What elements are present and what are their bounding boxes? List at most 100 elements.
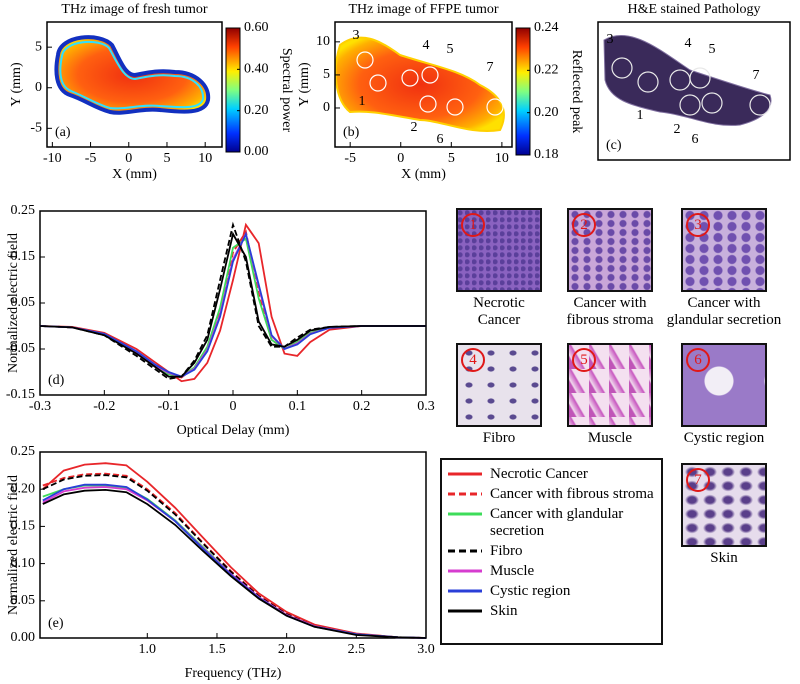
y-tick-label: 0.25 (11, 203, 36, 218)
series-line (39, 231, 426, 378)
legend-entry: Necrotic Cancer (448, 466, 655, 483)
colorbar-tick-label: 0.40 (244, 62, 269, 77)
panel-label: (a) (55, 125, 71, 140)
y-tick-label: 5 (35, 39, 42, 54)
panel-label: (b) (343, 125, 360, 140)
region-label: 7 (487, 60, 494, 75)
x-tick-label: 10 (198, 151, 212, 166)
legend-text: Skin (490, 603, 518, 619)
legend-text: Cystic region (490, 583, 571, 599)
y-tick-label: 0 (323, 100, 330, 115)
caption-line: Cancer with (573, 295, 647, 311)
region-label: 2 (674, 122, 681, 137)
legend-text: Fibro (490, 543, 523, 559)
panel-title: H&E stained Pathology (628, 2, 761, 17)
series-line (42, 474, 427, 639)
tumor-image-b (334, 36, 505, 132)
region-number: 5 (572, 348, 596, 372)
x-tick-label: 1.5 (208, 642, 226, 657)
y-tick-label: 0.05 (11, 295, 36, 310)
tumor-image-a (54, 35, 211, 115)
legend-text: Cancer with fibrous stroma (490, 486, 654, 502)
colorbar-tick-label: 0.20 (244, 103, 269, 118)
panel-title: THz image of fresh tumor (61, 2, 208, 17)
region-marker (369, 74, 387, 92)
colorbar-tick-label: 0.00 (244, 144, 269, 159)
x-axis-label: X (mm) (112, 167, 157, 182)
x-tick-label: -5 (85, 151, 97, 166)
y-tick-label: 0.10 (11, 556, 36, 571)
region-marker (446, 98, 464, 116)
plot-frame (334, 21, 513, 148)
caption-line: Muscle (587, 430, 633, 446)
legend-swatch (448, 609, 482, 613)
legend-entry: Muscle (448, 563, 655, 580)
legend-entry: Skin (448, 603, 655, 620)
y-axis-label: Y (mm) (9, 62, 24, 107)
region-label: 4 (423, 38, 430, 53)
y-tick-label: 0.20 (11, 481, 36, 496)
colorbar (515, 27, 531, 156)
histology-image: 2 (567, 208, 653, 292)
x-tick-label: 0 (125, 151, 132, 166)
region-label: 3 (353, 28, 360, 43)
series-line (42, 483, 427, 639)
histology-image: 4 (456, 343, 542, 427)
x-tick-label: 0.1 (289, 399, 307, 414)
panel-label: (e) (48, 616, 64, 631)
x-axis-label: X (mm) (401, 167, 446, 182)
region-label: 7 (753, 68, 760, 83)
histology-image: 7 (681, 463, 767, 547)
region-label: 5 (447, 42, 454, 57)
region-label: 6 (437, 132, 444, 147)
series-line (39, 222, 426, 383)
legend-text: Muscle (490, 563, 535, 579)
y-tick-label: 5 (323, 67, 330, 82)
legend-text: Necrotic Cancer (490, 466, 588, 482)
histology-caption: Fibro (426, 430, 572, 447)
region-label: 2 (411, 120, 418, 135)
legend-entry: Cancer with glandular secretion (448, 506, 655, 540)
series-line (39, 229, 426, 379)
colorbar-tick-label: 0.60 (244, 20, 269, 35)
plot-frame (39, 210, 427, 396)
region-marker (611, 57, 633, 79)
region-marker (749, 94, 771, 116)
panel-label: (d) (48, 373, 65, 388)
series-line (42, 472, 427, 639)
y-tick-label: -0.05 (6, 341, 35, 356)
panel-label: (c) (606, 138, 622, 153)
region-marker (401, 69, 419, 87)
y-tick-label: 0.15 (11, 249, 36, 264)
x-tick-label: -10 (43, 151, 62, 166)
region-label: 5 (709, 42, 716, 57)
region-number: 2 (572, 213, 596, 237)
region-marker (419, 95, 437, 113)
region-number: 4 (461, 348, 485, 372)
y-tick-label: -0.15 (6, 387, 35, 402)
region-number: 3 (686, 213, 710, 237)
histology-caption: Cancer with fibrous stroma (537, 295, 683, 329)
legend-entry: Fibro (448, 543, 655, 560)
histology-caption: Necrotic Cancer (426, 295, 572, 329)
y-axis-label: Normalized electric field (6, 233, 21, 373)
colorbar-tick-label: 0.22 (534, 63, 559, 78)
series-line (39, 231, 426, 378)
region-marker (701, 92, 723, 114)
legend-text: Cancer with glandular secretion (490, 506, 624, 539)
y-tick-label: 10 (316, 34, 330, 49)
y-axis-label: Y (mm) (297, 62, 312, 107)
y-tick-label: 0 (35, 80, 42, 95)
colorbar-label: Reflected peak (569, 50, 584, 134)
region-label: 6 (692, 132, 699, 147)
y-tick-label: 0.15 (11, 519, 36, 534)
region-number: 1 (461, 213, 485, 237)
histology-image: 1 (456, 208, 542, 292)
series-line (42, 484, 427, 639)
histology-caption: Cancer with glandular secretion (651, 295, 797, 329)
y-tick-label: 0.05 (11, 593, 36, 608)
region-number: 7 (686, 468, 710, 492)
x-tick-label: 2.0 (278, 642, 296, 657)
panel-title: THz image of FFPE tumor (348, 2, 498, 17)
